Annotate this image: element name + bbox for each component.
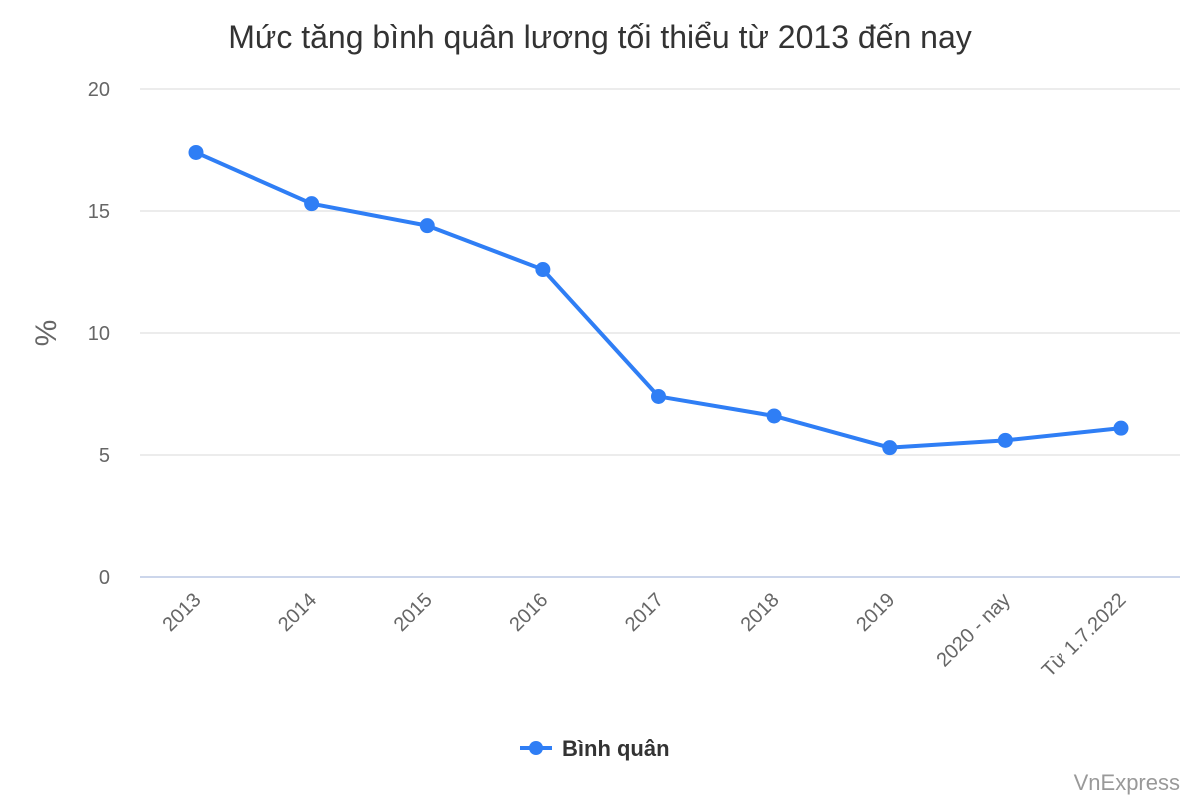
legend-marker — [529, 741, 543, 755]
y-axis-label: % — [30, 320, 63, 347]
x-tick-label: 2013 — [159, 589, 206, 636]
x-tick-label: 2016 — [505, 589, 552, 636]
data-point[interactable] — [419, 218, 435, 234]
y-tick-label: 10 — [88, 323, 110, 345]
series-layer — [188, 144, 1129, 456]
x-tick-label: 2015 — [390, 589, 437, 636]
x-tick-label: Từ 1.7.2022 — [1038, 589, 1131, 682]
x-tick-label: 2014 — [274, 589, 321, 636]
credit-text: VnExpress — [1074, 770, 1180, 795]
y-tick-label: 20 — [88, 79, 110, 101]
x-tick-label: 2017 — [621, 589, 668, 636]
x-tick-label: 2019 — [852, 589, 899, 636]
data-point[interactable] — [766, 408, 782, 424]
grid-lines — [140, 88, 1180, 578]
data-point[interactable] — [535, 262, 551, 278]
legend[interactable]: Bình quân — [520, 736, 670, 761]
data-point[interactable] — [304, 196, 320, 212]
y-axis-ticks: 0 5 10 15 20 — [88, 79, 110, 589]
y-tick-label: 0 — [99, 567, 110, 589]
y-tick-label: 15 — [88, 201, 110, 223]
chart-title: Mức tăng bình quân lương tối thiểu từ 20… — [228, 19, 972, 55]
x-axis-ticks: 2013 2014 2015 2016 2017 2018 2019 2020 - nay Từ… — [159, 589, 1131, 682]
data-point[interactable] — [651, 388, 666, 404]
data-point[interactable] — [1113, 420, 1129, 436]
y-tick-label: 5 — [99, 445, 110, 467]
x-tick-label: 2018 — [737, 589, 784, 636]
x-tick-label: 2020 - nay — [933, 589, 1015, 671]
data-point[interactable] — [997, 432, 1013, 448]
legend-label: Bình quân — [562, 736, 670, 761]
data-point[interactable] — [188, 144, 204, 160]
data-point[interactable] — [882, 440, 898, 456]
